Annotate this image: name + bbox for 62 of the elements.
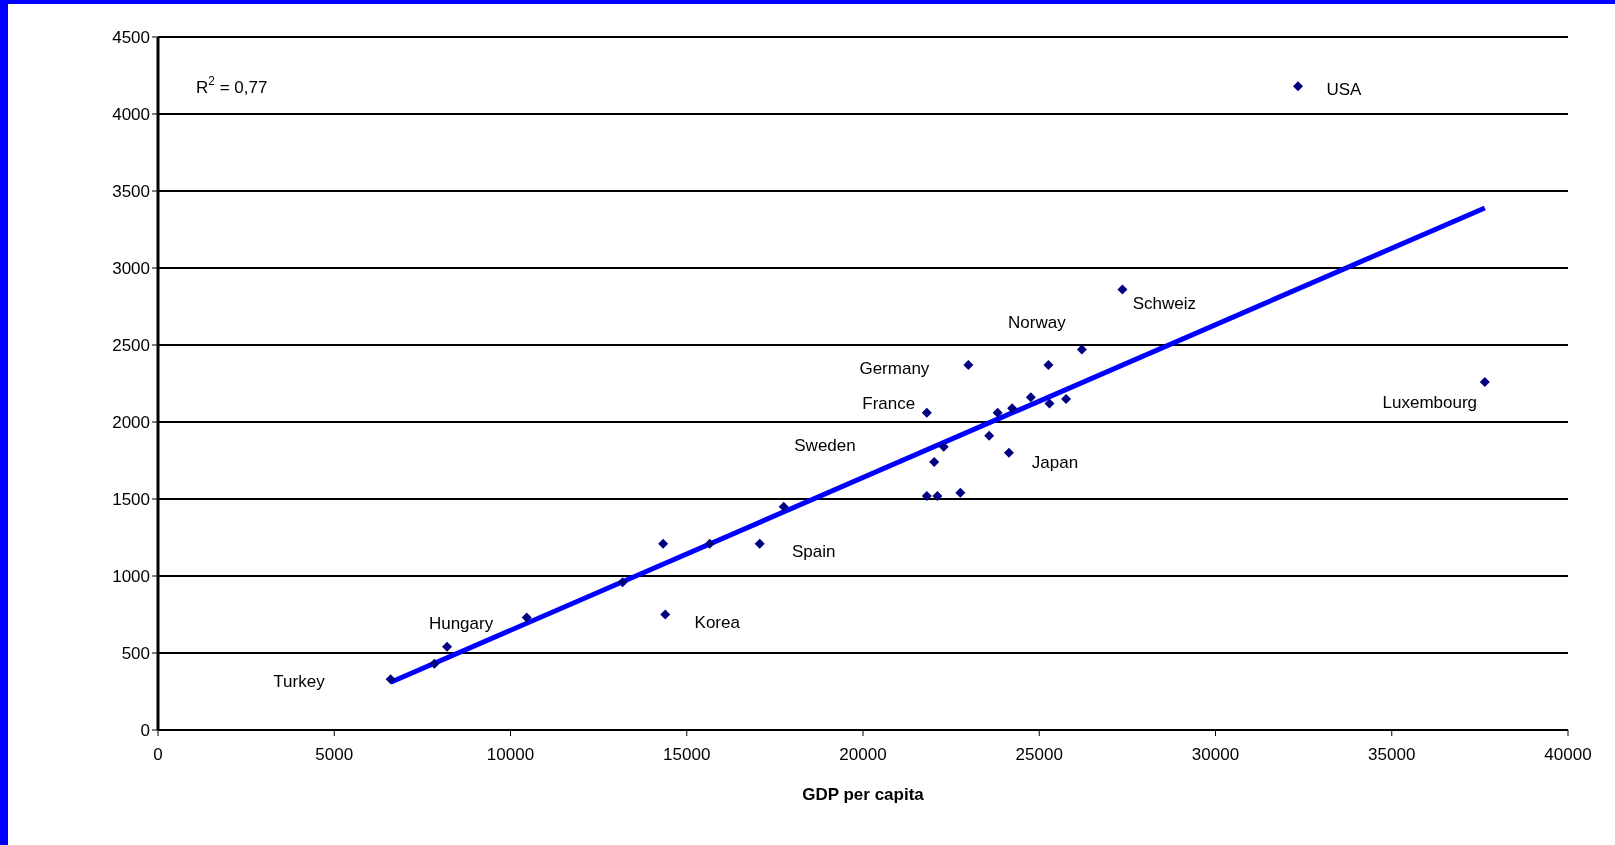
point xyxy=(1003,447,1014,458)
point xyxy=(1043,360,1054,371)
y-tick-label: 3500 xyxy=(112,182,150,202)
x-tick-label: 30000 xyxy=(1191,745,1240,765)
point xyxy=(778,501,789,512)
annotation: Germany xyxy=(859,358,930,378)
annotation: R$^{2}$ = 0,77 xyxy=(196,74,268,98)
y-tick-label: 500 xyxy=(121,644,150,664)
annotation: Korea xyxy=(694,612,741,632)
point xyxy=(442,641,453,652)
x-tick-label: 25000 xyxy=(1015,745,1063,765)
point xyxy=(754,538,765,549)
point xyxy=(1044,398,1055,409)
annotation: Japan xyxy=(1031,453,1079,473)
point xyxy=(704,538,715,549)
point xyxy=(963,360,974,371)
y-tick-label: 2500 xyxy=(112,336,150,356)
point xyxy=(1292,81,1303,92)
point xyxy=(660,609,671,620)
point xyxy=(984,430,995,441)
annotation: Norway xyxy=(1008,313,1067,333)
point xyxy=(1025,392,1036,403)
annotation: Sweden xyxy=(794,436,856,456)
point xyxy=(921,490,932,501)
x-tick-label: 10000 xyxy=(486,745,535,765)
point xyxy=(955,487,966,498)
x-tick-label: 15000 xyxy=(663,745,711,765)
point xyxy=(1061,393,1072,404)
point xyxy=(521,612,532,623)
annotation: Schweiz xyxy=(1132,294,1197,314)
y-tick-label: 1500 xyxy=(112,490,150,510)
y-tick-label: 4500 xyxy=(112,28,150,48)
y-tick-label: 1000 xyxy=(112,567,150,587)
x-tick-label: 0 xyxy=(153,745,163,765)
annotation: France xyxy=(862,394,916,414)
point xyxy=(938,441,949,452)
point xyxy=(429,658,440,669)
y-tick-label: 0 xyxy=(140,721,150,741)
annotation: Hungary xyxy=(428,614,494,634)
y-tick-label: 4000 xyxy=(112,105,150,125)
annotation: Spain xyxy=(791,542,836,562)
point xyxy=(932,490,943,501)
point xyxy=(1117,284,1128,295)
x-tick-label: 20000 xyxy=(839,745,887,765)
x-tick-label: 5000 xyxy=(315,745,354,765)
y-tick-label: 3000 xyxy=(112,259,150,279)
point xyxy=(921,407,932,418)
point xyxy=(385,674,396,685)
x-tick-label: 35000 xyxy=(1368,745,1416,765)
point xyxy=(1479,376,1490,387)
point xyxy=(1007,403,1018,414)
x-tick-label: 40000 xyxy=(1544,745,1592,765)
point xyxy=(929,457,940,468)
annotation: USA xyxy=(1326,79,1363,99)
point xyxy=(1076,344,1087,355)
y-tick-label: 2000 xyxy=(112,413,150,433)
annotation: Turkey xyxy=(273,672,326,692)
x-axis-title: GDP per capita xyxy=(802,785,925,804)
point xyxy=(617,577,628,588)
point xyxy=(992,407,1003,418)
point xyxy=(658,538,669,549)
annotation: Luxembourg xyxy=(1382,393,1478,413)
